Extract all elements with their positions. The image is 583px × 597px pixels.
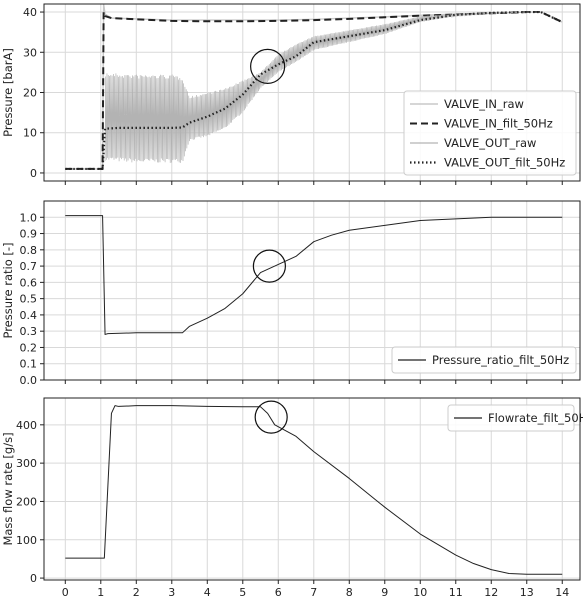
- y-tick-label: 10: [23, 127, 37, 140]
- y-axis-label: Mass flow rate [g/s]: [1, 432, 15, 545]
- y-axis-label: Pressure [barA]: [1, 48, 15, 137]
- highlight-circle: [254, 400, 288, 434]
- x-tick-label: 6: [275, 586, 282, 597]
- y-tick-label: 40: [23, 6, 37, 19]
- x-tick-label: 14: [555, 586, 569, 597]
- x-tick-label: 10: [413, 586, 427, 597]
- y-tick-label: 0.1: [20, 358, 38, 371]
- highlight-circle: [252, 249, 287, 283]
- y-tick-label: 0.4: [20, 309, 38, 322]
- x-tick-label: 5: [239, 586, 246, 597]
- axes-frame: [43, 200, 581, 381]
- x-tick-label: 3: [168, 586, 175, 597]
- legend-label: VALVE_OUT_filt_50Hz: [444, 156, 565, 170]
- legend-box: [403, 90, 577, 176]
- y-tick-label: 400: [16, 419, 37, 432]
- axes-frame: [43, 397, 581, 581]
- series-line-valve-out-raw: [104, 11, 541, 163]
- x-tick-label: 4: [204, 586, 211, 597]
- legend-label: Flowrate_filt_50Hz: [488, 411, 583, 425]
- x-tick-label: 13: [520, 586, 534, 597]
- y-tick-label: 30: [23, 46, 37, 59]
- pressure-panel: 0 10 20 30 40 Pressure [barA] VALVE_IN_raw VALV…: [1, 3, 581, 185]
- x-tick-label: 2: [133, 586, 140, 597]
- legend-label: VALVE_IN_filt_50Hz: [444, 117, 553, 131]
- y-axis-label: Pressure ratio [-]: [1, 242, 15, 338]
- series-line-pressure-ratio: [65, 215, 563, 335]
- series-line-flowrate: [65, 405, 563, 575]
- y-tick-label: 0.9: [20, 228, 38, 241]
- x-tick-label: 8: [346, 586, 353, 597]
- legend-box: [391, 346, 577, 374]
- y-tick-label: 0.6: [20, 276, 38, 289]
- y-tick-label: 200: [16, 495, 37, 508]
- y-tick-label: 1.0: [20, 211, 38, 224]
- plot-area: [65, 405, 563, 575]
- y-tick-label: 0.7: [20, 260, 38, 273]
- y-tick-label: 0.3: [20, 325, 38, 338]
- highlight-circle: [250, 48, 286, 84]
- pressure-ratio-panel: 0.0 0.1 0.2 0.3 0.4 0.5 0.6 0.7 0.8 0.9 1.0 Pressur…: [1, 200, 581, 387]
- y-tick-label: 0: [30, 572, 37, 585]
- legend-box: [447, 404, 575, 432]
- y-tick-label: 0.0: [20, 374, 38, 387]
- x-tick-label: 9: [381, 586, 388, 597]
- plot-area: [65, 215, 563, 335]
- y-tick-label: 0.5: [20, 293, 38, 306]
- x-tick-label: 12: [484, 586, 498, 597]
- y-tick-label: 20: [23, 87, 37, 100]
- y-tick-label: 100: [16, 534, 37, 547]
- legend-label: VALVE_OUT_raw: [444, 136, 536, 150]
- y-tick-label: 0.2: [20, 341, 38, 354]
- x-tick-label: 11: [449, 586, 463, 597]
- legend-label: VALVE_IN_raw: [444, 97, 524, 111]
- x-tick-label: 7: [310, 586, 317, 597]
- y-tick-label: 0.8: [20, 244, 38, 257]
- y-tick-label: 0: [30, 167, 37, 180]
- x-tick-label: 1: [97, 586, 104, 597]
- plot-area: [65, 4, 563, 171]
- y-tick-label: 300: [16, 457, 37, 470]
- x-tick-label: 0: [62, 586, 69, 597]
- legend-label: Pressure_ratio_filt_50Hz: [432, 353, 569, 367]
